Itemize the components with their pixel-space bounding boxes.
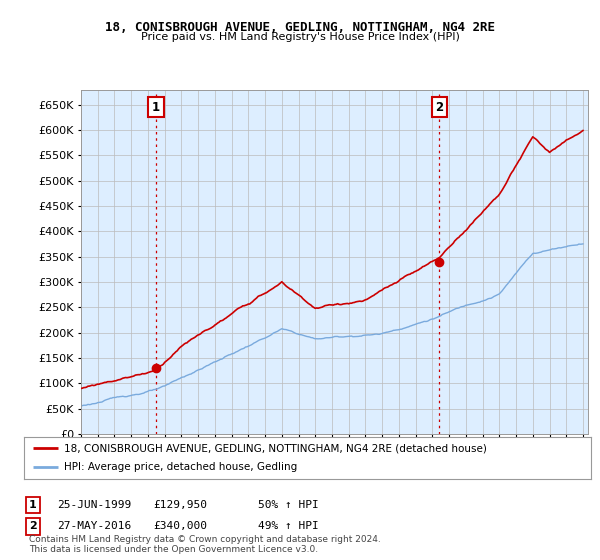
Text: 27-MAY-2016: 27-MAY-2016 [57, 521, 131, 531]
Text: 18, CONISBROUGH AVENUE, GEDLING, NOTTINGHAM, NG4 2RE: 18, CONISBROUGH AVENUE, GEDLING, NOTTING… [105, 21, 495, 34]
Text: 49% ↑ HPI: 49% ↑ HPI [258, 521, 319, 531]
Text: 2: 2 [29, 521, 37, 531]
Text: Contains HM Land Registry data © Crown copyright and database right 2024.
This d: Contains HM Land Registry data © Crown c… [29, 535, 380, 554]
Text: £340,000: £340,000 [153, 521, 207, 531]
Text: £129,950: £129,950 [153, 500, 207, 510]
Text: 18, CONISBROUGH AVENUE, GEDLING, NOTTINGHAM, NG4 2RE (detached house): 18, CONISBROUGH AVENUE, GEDLING, NOTTING… [64, 443, 487, 453]
Text: 25-JUN-1999: 25-JUN-1999 [57, 500, 131, 510]
Text: Price paid vs. HM Land Registry's House Price Index (HPI): Price paid vs. HM Land Registry's House … [140, 32, 460, 43]
Text: 1: 1 [152, 101, 160, 114]
Text: 1: 1 [29, 500, 37, 510]
Text: 50% ↑ HPI: 50% ↑ HPI [258, 500, 319, 510]
Text: 2: 2 [435, 101, 443, 114]
Text: HPI: Average price, detached house, Gedling: HPI: Average price, detached house, Gedl… [64, 463, 297, 473]
